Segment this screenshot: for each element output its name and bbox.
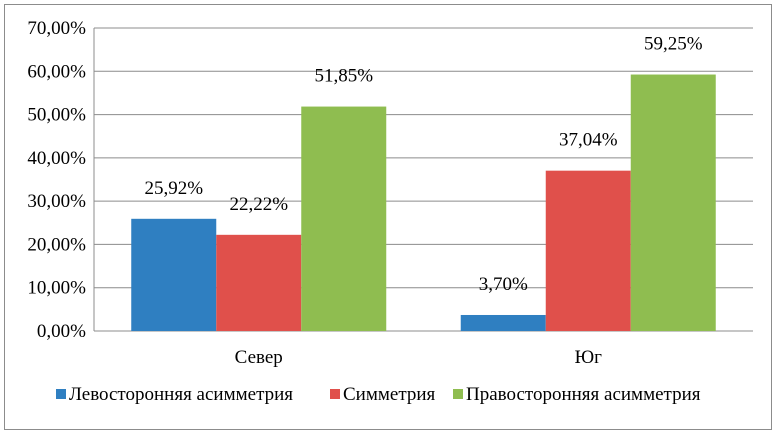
data-label: 25,92% — [144, 178, 203, 199]
legend-label: Симметрия — [343, 384, 436, 405]
data-label: 59,25% — [644, 34, 703, 55]
y-tick-label: 10,00% — [27, 278, 86, 299]
data-label: 3,70% — [479, 274, 528, 295]
y-tick-label: 40,00% — [27, 148, 86, 169]
data-label: 37,04% — [559, 130, 618, 151]
legend-swatch — [330, 389, 340, 399]
legend-label: Левосторонняя асимметрия — [69, 384, 293, 405]
bar — [216, 234, 302, 331]
y-tick-label: 70,00% — [27, 18, 86, 39]
bar — [131, 218, 217, 331]
bar — [630, 74, 716, 332]
y-tick-label: 0,00% — [37, 321, 86, 342]
legend-swatch — [453, 389, 463, 399]
y-tick-label: 20,00% — [27, 234, 86, 255]
x-category-label: Север — [235, 347, 283, 368]
bar — [460, 314, 546, 331]
data-label: 51,85% — [314, 66, 373, 87]
x-category-label: Юг — [575, 347, 603, 368]
legend-swatch — [56, 389, 66, 399]
legend-label: Правосторонняя асимметрия — [466, 384, 701, 405]
data-label: 22,22% — [229, 194, 288, 215]
bar — [545, 170, 631, 331]
y-tick-label: 30,00% — [27, 191, 86, 212]
y-tick-label: 50,00% — [27, 105, 86, 126]
y-tick-label: 60,00% — [27, 61, 86, 82]
bar — [301, 106, 387, 331]
